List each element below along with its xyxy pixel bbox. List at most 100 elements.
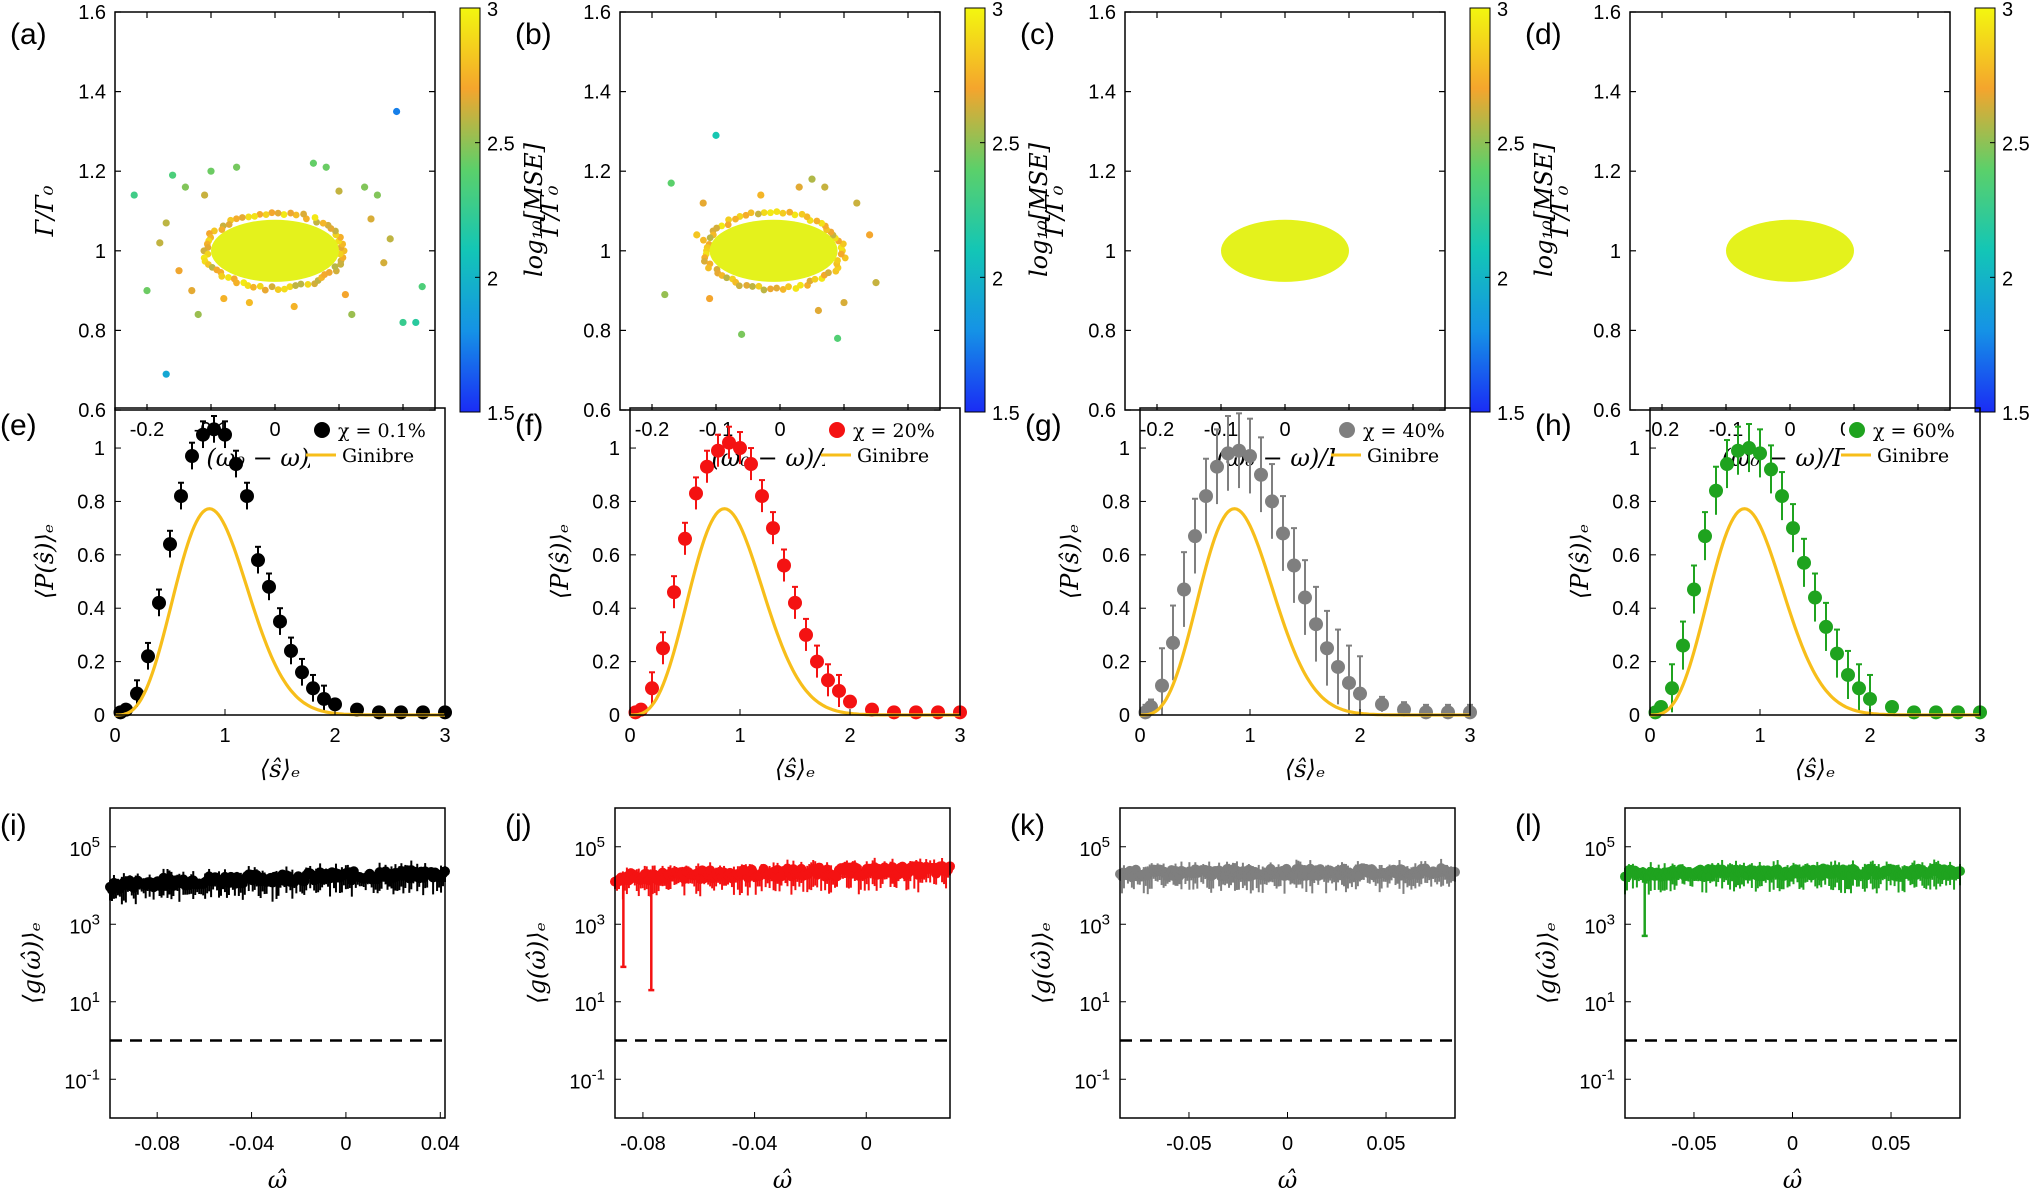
- scatter-point: [309, 159, 317, 167]
- panel-k: (k) -0.05 0 0.05 10-1 101 103 105 ω̂ ⟨g(ω̂)⟩ₑ: [1010, 807, 1460, 1194]
- y-tick-label: 0.6: [77, 545, 105, 567]
- x-tick-label: 0.05: [1367, 1133, 1406, 1155]
- legend-label: Ginibre: [857, 445, 929, 467]
- axes-frame: [1649, 407, 1981, 716]
- data-point: [218, 427, 232, 442]
- scatter-point: [380, 259, 388, 267]
- data-point: [1852, 681, 1866, 696]
- data-point: [240, 489, 254, 504]
- y-tick-label: 101: [1079, 989, 1110, 1016]
- data-point: [1775, 489, 1789, 504]
- data-point: [163, 537, 177, 552]
- data-point: [1265, 494, 1279, 509]
- scatter-point: [245, 298, 253, 307]
- y-tick-label: 0.4: [592, 598, 620, 620]
- scatter-point: [250, 283, 257, 291]
- y-tick-label: 1.6: [1088, 2, 1116, 24]
- colorbar-tick-label: 2.5: [2002, 134, 2030, 156]
- data-point: [185, 449, 199, 464]
- y-tick-label: 10-1: [64, 1066, 100, 1093]
- y-axis-label: Γ/Γ₀: [31, 185, 59, 237]
- data-point: [931, 705, 945, 720]
- data-point: [394, 705, 408, 720]
- y-tick-label: 105: [574, 834, 605, 861]
- data-point: [832, 683, 846, 698]
- scatter-point: [754, 210, 762, 218]
- colorbar-tick-label: 2.5: [487, 134, 515, 156]
- scatter-point: [300, 210, 307, 218]
- y-tick-label: 105: [1079, 834, 1110, 861]
- axes-frame: [114, 11, 436, 411]
- axes-frame: [1124, 11, 1446, 411]
- panel-d: (d)-0.2-0.100.10.20.60.811.21.41.6(ω₀ − …: [1525, 0, 2036, 472]
- y-tick-label: 1.4: [1088, 82, 1116, 104]
- data-point: [196, 427, 210, 442]
- scatter-point: [418, 283, 426, 291]
- scatter-point: [757, 191, 765, 199]
- scatter-point: [712, 131, 720, 139]
- data-point: [1731, 443, 1745, 458]
- scatter-point: [773, 208, 781, 216]
- data-point: [1830, 646, 1844, 661]
- y-tick-label: 0.4: [1612, 598, 1640, 620]
- data-point: [317, 691, 331, 706]
- y-tick-label: 0.2: [77, 652, 105, 674]
- scatter-point: [725, 216, 732, 224]
- scatter-point: [290, 302, 298, 311]
- scatter-point: [661, 290, 669, 299]
- dense-core: [1221, 219, 1349, 282]
- panel-label: (j): [505, 809, 532, 842]
- scatter-point: [268, 209, 276, 217]
- x-axis-label: ⟨ŝ⟩ₑ: [775, 755, 815, 783]
- y-tick-label: 103: [69, 911, 100, 938]
- y-tick-label: 1.2: [1088, 161, 1116, 183]
- legend-label: χ = 20%: [853, 420, 935, 442]
- data-point: [1199, 489, 1213, 504]
- legend-marker: [1849, 422, 1865, 438]
- panel-f: (f) 0 1 2 3 0 0.2 0.4 0.6 0.8 1 ⟨ŝ⟩ₑ ⟨P(ŝ)⟩ₑ χ = 20% G…: [515, 407, 967, 783]
- scatter-point: [281, 285, 288, 293]
- scatter-point: [825, 269, 832, 277]
- data-point: [306, 681, 320, 696]
- scatter-point: [238, 214, 246, 221]
- axes-frame: [1139, 407, 1471, 716]
- y-axis-label: Γ/Γ₀: [536, 185, 564, 237]
- scatter-point: [274, 209, 282, 217]
- y-tick-label: 1: [1610, 241, 1621, 263]
- scatter-point: [218, 226, 226, 234]
- data-point: [1786, 521, 1800, 536]
- data-point: [799, 627, 813, 642]
- scatter-point: [292, 211, 300, 219]
- scatter-point: [201, 191, 209, 199]
- panel-l: (l) -0.05 0 0.05 10-1 101 103 105 ω̂ ⟨g(ω̂)⟩ₑ: [1515, 807, 1965, 1194]
- colorbar-tick-label: 2.5: [1497, 134, 1525, 156]
- colorbar-tick-label: 1.5: [2002, 403, 2030, 425]
- y-tick-label: 0.8: [592, 491, 620, 513]
- data-point: [1709, 483, 1723, 498]
- data-point: [416, 705, 430, 720]
- scatter-point: [335, 187, 343, 195]
- y-tick-label: 0: [1119, 705, 1130, 727]
- x-axis-label: ⟨ŝ⟩ₑ: [260, 755, 300, 783]
- data-point: [1841, 667, 1855, 682]
- legend-label: χ = 40%: [1363, 420, 1445, 442]
- data-point: [229, 457, 243, 472]
- x-tick-label: 0: [1784, 419, 1795, 441]
- x-tick-label: -0.2: [1645, 419, 1679, 441]
- panel-label: (h): [1535, 409, 1572, 442]
- axes-frame: [1119, 807, 1456, 1119]
- y-tick-label: 1.4: [78, 82, 106, 104]
- scatter-point: [718, 222, 726, 230]
- legend-label: Ginibre: [342, 445, 414, 467]
- panel-g: (g) 0 1 2 3 0 0.2 0.4 0.6 0.8 1 ⟨ŝ⟩ₑ ⟨P(ŝ)⟩ₑ χ = 40% G…: [1025, 407, 1477, 783]
- y-axis-label: ⟨P(ŝ)⟩ₑ: [1566, 524, 1594, 599]
- x-tick-label: 3: [439, 725, 450, 747]
- legend-marker: [314, 422, 330, 438]
- data-point: [1221, 446, 1235, 461]
- y-axis-label: ⟨g(ω̂)⟩ₑ: [18, 922, 46, 1004]
- scatter-point: [837, 250, 845, 258]
- data-point: [1720, 457, 1734, 472]
- x-tick-label: -0.1: [699, 419, 733, 441]
- data-point: [1342, 675, 1356, 690]
- data-point: [1309, 617, 1323, 632]
